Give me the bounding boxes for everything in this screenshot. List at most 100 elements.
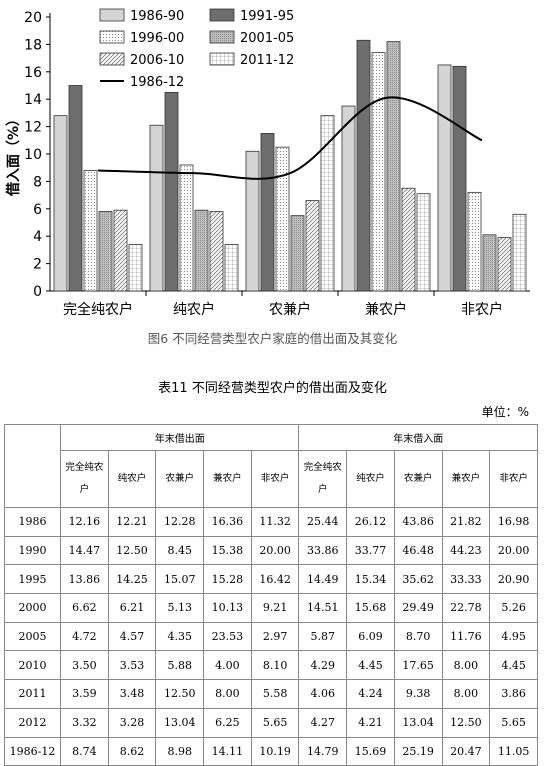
- table-cell: 26.12: [346, 507, 395, 537]
- table-cell: 15.34: [346, 564, 395, 595]
- table-cell: 46.48: [393, 535, 443, 566]
- table-cell: 16.98: [489, 507, 538, 537]
- bar: [53, 115, 68, 292]
- column-header: 纯农户: [346, 450, 395, 508]
- column-header: 农兼户: [155, 450, 205, 508]
- table-cell: 5.87: [298, 621, 348, 652]
- table-cell: 25.44: [298, 507, 348, 537]
- table-cell: 5.65: [489, 707, 538, 738]
- row-year: 2005: [4, 621, 61, 652]
- table-cell: 8.45: [155, 535, 205, 566]
- table-cell: 15.68: [346, 593, 395, 623]
- bar: [245, 150, 260, 292]
- y-tick-label: 2: [33, 257, 42, 273]
- borrowing-chart: 0 2 4 6 8 10 12 14 16 18 20 借入面（%） 完全纯农户 纯农户 农兼户 兼农户 非农户…: [0, 0, 545, 330]
- table-cell: 13.86: [60, 564, 109, 595]
- table-cell: 8.00: [203, 679, 252, 709]
- table-cell: 3.86: [489, 679, 538, 709]
- table-cell: 2.97: [250, 621, 300, 652]
- bar: [482, 234, 497, 292]
- table-row: 2000 6.62 6.21 5.13 10.13 9.21 14.51 15.68 29.49…: [4, 593, 538, 623]
- table-cell: 20.90: [489, 564, 538, 595]
- table-cell: 4.29: [298, 650, 348, 681]
- bar: [179, 164, 194, 292]
- table-row: 1995 13.86 14.25 15.07 15.28 16.42 14.49 15.34 3…: [4, 564, 538, 595]
- bar: [113, 209, 128, 292]
- table-cell: 4.45: [346, 650, 395, 681]
- table-row: 2010 3.50 3.53 5.88 4.00 8.10 4.29 4.45 17.65 8.0…: [4, 650, 538, 681]
- table-cell: 8.62: [107, 736, 157, 766]
- table-cell: 9.21: [250, 593, 300, 623]
- table-cell: 5.65: [250, 707, 300, 738]
- table-row: 2005 4.72 4.57 4.35 23.53 2.97 5.87 6.09 8.70 11.…: [4, 621, 538, 652]
- table-cell: 4.57: [107, 621, 157, 652]
- column-header: 农兼户: [393, 450, 443, 508]
- table-cell: 20.47: [441, 736, 491, 766]
- table-cell: 11.32: [250, 507, 300, 537]
- row-year: 2000: [4, 593, 61, 623]
- row-year: 1986-12: [4, 736, 61, 766]
- y-tick-label: 18: [24, 37, 42, 53]
- figure-caption: 图6 不同经营类型农户家庭的借出面及其变化: [147, 331, 398, 346]
- table-cell: 8.00: [441, 650, 491, 681]
- column-header: 兼农户: [441, 450, 491, 508]
- row-year: 2011: [4, 679, 61, 709]
- table-cell: 6.25: [203, 707, 252, 738]
- bar: [401, 187, 416, 292]
- table-cell: 33.77: [346, 535, 395, 566]
- table-cell: 33.86: [298, 535, 348, 566]
- bar: [164, 91, 179, 292]
- table-cell: 35.62: [393, 564, 443, 595]
- bar: [371, 52, 386, 292]
- legend-swatch: [209, 8, 235, 22]
- group-header-borrow: 年末借入面: [298, 424, 538, 451]
- bar: [209, 211, 224, 292]
- table-cell: 8.10: [250, 650, 300, 681]
- table-cell: 5.13: [155, 593, 205, 623]
- legend-swatch: [209, 30, 235, 44]
- bar: [260, 133, 275, 292]
- bar: [467, 191, 482, 292]
- table-cell: 17.65: [393, 650, 443, 681]
- legend-swatch: [209, 52, 235, 66]
- table-cell: 22.78: [441, 593, 491, 623]
- row-year: 2010: [4, 650, 61, 681]
- table-cell: 16.42: [250, 564, 300, 595]
- table-cell: 20.00: [250, 535, 300, 566]
- table-row: 2012 3.32 3.28 13.04 6.25 5.65 4.27 4.21 13.04 12…: [4, 707, 538, 738]
- table-title: 表11 不同经营类型农户的借出面及变化: [158, 381, 387, 396]
- table-cell: 12.21: [107, 507, 157, 537]
- table-cell: 4.95: [489, 621, 538, 652]
- bar: [320, 115, 335, 292]
- table-cell: 5.26: [489, 593, 538, 623]
- x-tick-label: 完全纯农户: [63, 301, 133, 318]
- bar: [149, 124, 164, 292]
- data-table: 年末借出面 年末借入面 完全纯农户 纯农户 农兼户 兼农户 非农户 完全纯农户 纯农户 农兼户…: [4, 424, 538, 766]
- legend-label: 2001-05: [240, 31, 294, 46]
- table-cell: 12.28: [155, 507, 205, 537]
- table-group-header-row: 年末借出面 年末借入面: [4, 424, 538, 508]
- table-cell: 3.59: [60, 679, 109, 709]
- chart-svg: 0 2 4 6 8 10 12 14 16 18 20 借入面（%） 完全纯农户 纯农户 农兼户 兼农户 非农户…: [5, 8, 530, 318]
- column-header: 纯农户: [107, 450, 157, 508]
- table-cell: 21.82: [441, 507, 491, 537]
- row-year: 1995: [4, 564, 61, 595]
- y-tick-label: 20: [24, 10, 42, 26]
- y-tick-label: 4: [33, 229, 42, 245]
- table-cell: 15.38: [203, 535, 252, 566]
- bar: [356, 39, 371, 292]
- x-tick-label: 非农户: [461, 301, 503, 318]
- bar: [452, 65, 467, 292]
- row-year: 1990: [4, 535, 61, 566]
- legend-label: 2011-12: [240, 53, 294, 68]
- bar: [98, 211, 113, 292]
- legend-label: 1996-00: [130, 31, 184, 46]
- table-cell: 3.48: [107, 679, 157, 709]
- table-cell: 29.49: [393, 593, 443, 623]
- group-header-lend: 年末借出面: [59, 424, 300, 451]
- table-cell: 11.05: [489, 736, 538, 766]
- table-body: 1986 12.16 12.21 12.28 16.36 11.32 25.44 26.12 4…: [4, 507, 538, 766]
- table-cell: 4.24: [346, 679, 395, 709]
- bar: [290, 215, 305, 292]
- table-cell: 12.50: [155, 679, 205, 709]
